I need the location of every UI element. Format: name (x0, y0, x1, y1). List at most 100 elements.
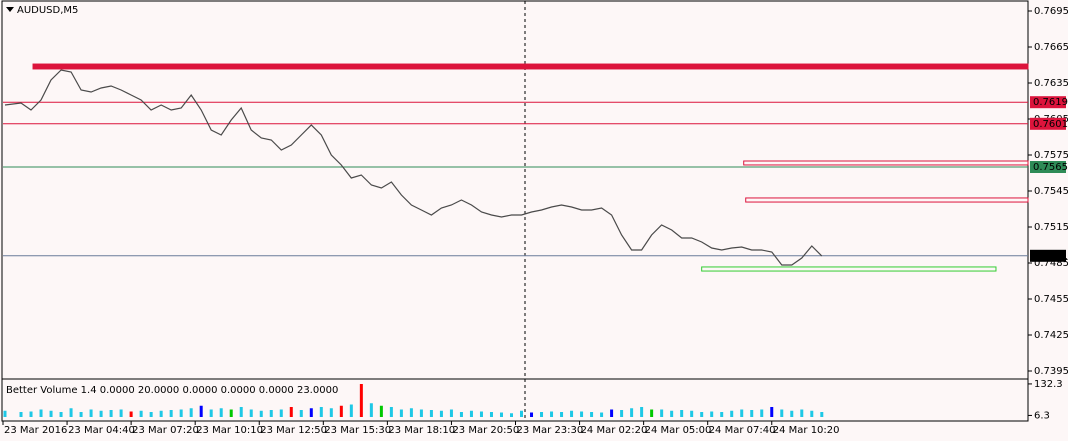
level-label-box (1030, 249, 1066, 262)
volume-bar (119, 409, 123, 417)
volume-bar (449, 409, 453, 417)
volume-bar (159, 410, 163, 417)
volume-tick-label: 132.3 (1034, 379, 1063, 390)
menu-arrow (6, 7, 14, 12)
level-label-box (1030, 96, 1066, 109)
volume-bar (590, 412, 594, 417)
volume-bar (369, 403, 373, 417)
x-tick-label: 23 Mar 23:30 (517, 425, 584, 436)
volume-bar (29, 411, 33, 417)
volume-bar (169, 410, 173, 417)
zone (743, 160, 1029, 166)
volume-bar (509, 413, 513, 417)
volume-bar (379, 405, 383, 417)
volume-bar (800, 409, 804, 417)
volume-bar (409, 408, 413, 417)
y-tick-label: 0.7485 (1034, 258, 1068, 269)
volume-bar (720, 412, 724, 417)
volume-bar (580, 411, 584, 417)
volume-bar (610, 409, 614, 417)
volume-title: Better Volume 1.4 0.0000 20.0000 0.0000 … (6, 385, 338, 396)
volume-bar (399, 409, 403, 417)
volume-bar (750, 410, 754, 417)
x-tick-label: 24 Mar 05:00 (645, 425, 712, 436)
level-label: 0.7565 (1033, 162, 1068, 173)
volume-tick-label: 6.3 (1034, 410, 1050, 421)
volume-bar (339, 405, 343, 417)
volume-bar (219, 408, 223, 417)
volume-bar (359, 384, 363, 417)
volume-bar (179, 409, 183, 417)
volume-bar (129, 411, 133, 417)
volume-bar (79, 412, 83, 417)
volume-bar (499, 412, 503, 417)
volume-bar (229, 409, 233, 417)
volume-bar (530, 412, 534, 417)
volume-bar (209, 409, 213, 417)
y-tick-label: 0.7455 (1034, 294, 1068, 305)
volume-bar (139, 410, 143, 417)
x-tick-label: 23 Mar 07:20 (132, 425, 199, 436)
volume-bar (329, 408, 333, 417)
x-tick-label: 24 Mar 02:20 (581, 425, 648, 436)
level-label: 0.7601 (1033, 119, 1068, 130)
volume-bar (309, 408, 313, 417)
x-tick-label: 23 Mar 18:10 (388, 425, 455, 436)
x-tick-label: 24 Mar 07:40 (709, 425, 776, 436)
volume-bar (790, 410, 794, 417)
volume-bar (700, 412, 704, 417)
volume-bar (19, 412, 23, 417)
volume-bar (109, 410, 113, 417)
volume-bar (560, 412, 564, 417)
volume-bar (319, 407, 323, 417)
volume-bar (199, 405, 203, 417)
volume-bar (550, 411, 554, 417)
volume-bar (439, 410, 443, 417)
volume-bar (520, 410, 524, 417)
x-tick-label: 23 Mar 04:40 (68, 425, 135, 436)
volume-bar (469, 410, 473, 417)
volume-bar (810, 410, 814, 417)
price-line (4, 69, 823, 266)
volume-bar (279, 409, 283, 417)
y-tick-label: 0.7395 (1034, 366, 1068, 377)
volume-bar (570, 410, 574, 417)
volume-bar (99, 410, 103, 417)
volume-bar (540, 412, 544, 417)
volume-bar (419, 409, 423, 417)
volume-bar (249, 409, 253, 417)
y-tick-label: 0.7575 (1034, 150, 1068, 161)
volume-bar (149, 412, 153, 417)
volume-bar (89, 409, 93, 417)
volume-bar (239, 407, 243, 417)
x-tick-label: 23 Mar 10:10 (196, 425, 263, 436)
volume-bar (740, 409, 744, 417)
x-tick-label: 24 Mar 10:20 (773, 425, 840, 436)
volume-bar (620, 410, 624, 417)
volume-bar (389, 407, 393, 417)
level-label: 0.7619 (1033, 97, 1068, 108)
volume-bar (459, 412, 463, 417)
volume-bar (670, 410, 674, 417)
y-tick-label: 0.7425 (1034, 330, 1068, 341)
volume-bar (770, 407, 774, 417)
volume-bar (710, 411, 714, 417)
zone (32, 63, 1029, 70)
level-label-box (1030, 161, 1066, 173)
volume-bar (730, 410, 734, 417)
volume-bar (189, 408, 193, 417)
volume-bar (289, 407, 293, 417)
volume-bar (39, 409, 43, 417)
volume-bar (660, 409, 664, 417)
volume-bar (760, 409, 764, 417)
x-tick-label: 23 Mar 2016 (4, 425, 67, 436)
volume-bar (820, 412, 824, 417)
volume-bar (69, 408, 73, 417)
y-tick-label: 0.7635 (1034, 78, 1068, 89)
volume-bar (630, 408, 634, 417)
zone (745, 197, 1029, 203)
volume-bar (59, 412, 63, 417)
chart-title: AUDUSD,M5 (17, 5, 78, 16)
level-label-box (1030, 117, 1066, 130)
